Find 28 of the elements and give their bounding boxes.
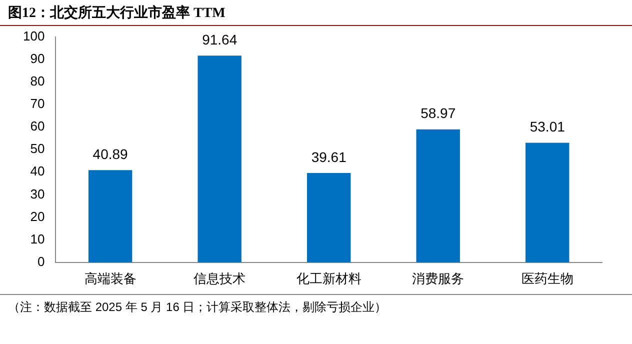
x-tick-label: 医药生物 xyxy=(521,270,574,286)
y-tick-label: 90 xyxy=(30,50,45,66)
y-tick-label: 20 xyxy=(30,208,45,224)
data-label: 39.61 xyxy=(311,148,347,165)
y-tick-label: 30 xyxy=(30,186,45,202)
text: （注：数据截至 2025 年 5 月 16 日；计算采取整体法，剔除亏损企业） xyxy=(0,294,632,319)
bar xyxy=(416,129,460,262)
x-tick-label: 高端装备 xyxy=(84,270,136,286)
x-tick-label: 信息技术 xyxy=(194,270,246,286)
data-label: 40.89 xyxy=(92,146,128,162)
bar xyxy=(88,170,132,262)
data-label: 91.64 xyxy=(202,32,238,48)
data-label: 58.97 xyxy=(420,105,456,122)
bar xyxy=(306,173,351,262)
y-tick-label: 50 xyxy=(30,141,45,156)
bar xyxy=(526,142,570,262)
chart-title: 图12：北交所五大行业市盈率 TTM xyxy=(0,0,632,26)
y-tick-label: 10 xyxy=(30,231,45,246)
x-tick-label: 消费服务 xyxy=(412,270,464,286)
y-tick-label: 100 xyxy=(22,28,45,44)
x-tick-label: 化工新材料 xyxy=(296,270,362,286)
y-tick-label: 60 xyxy=(30,118,45,134)
y-tick-label: 40 xyxy=(30,164,45,179)
bar xyxy=(198,56,242,262)
y-tick-label: 0 xyxy=(37,254,45,269)
y-tick-label: 70 xyxy=(30,96,45,112)
y-tick-label: 80 xyxy=(30,74,45,88)
data-label: 53.01 xyxy=(530,118,566,135)
